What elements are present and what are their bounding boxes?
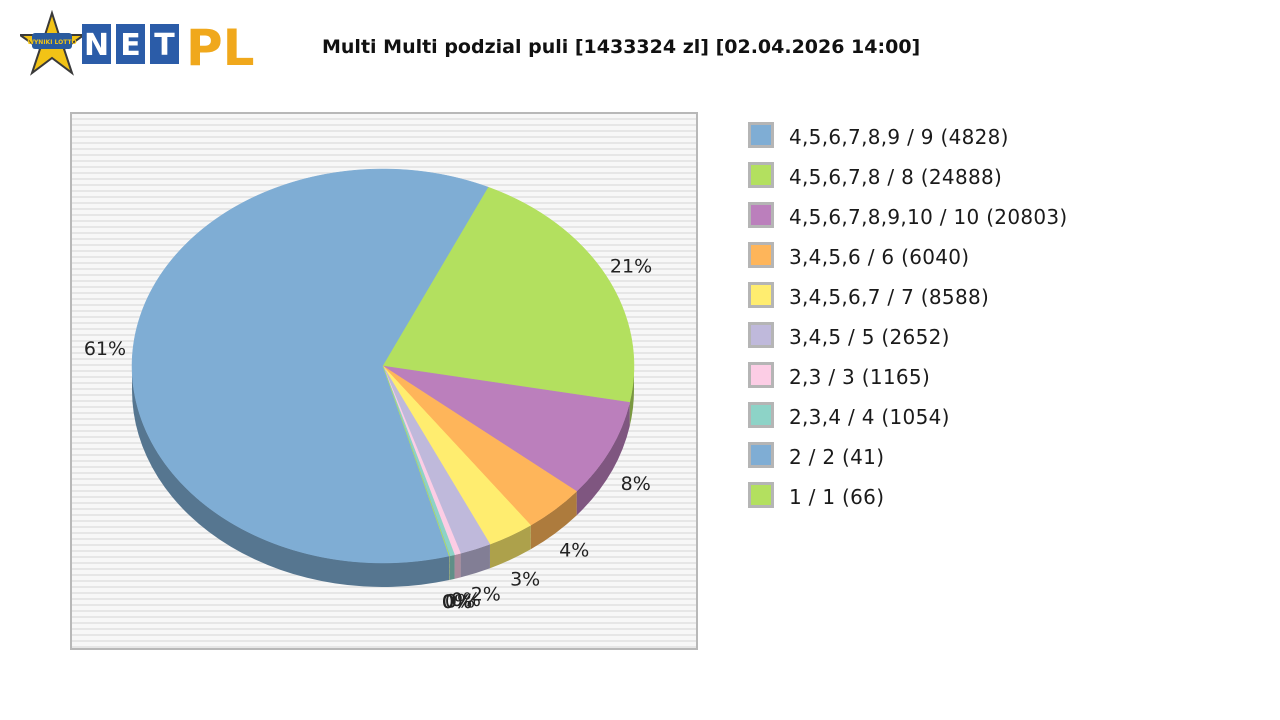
legend-label-9: 2 / 2 (41)	[789, 445, 885, 469]
logo-badge-text: WYNIKI LOTTO	[27, 39, 76, 46]
legend-swatch-9	[748, 442, 774, 468]
legend-label-7: 2,3 / 3 (1165)	[789, 365, 931, 389]
logo-suffix: PL	[186, 19, 255, 77]
legend-swatch-7	[748, 362, 774, 388]
pie-slice-side-7	[454, 553, 461, 579]
pie-slices	[131, 168, 635, 564]
pie-slice-side-4	[530, 491, 577, 550]
legend-swatch-3	[748, 202, 774, 228]
pie-slice-side-8	[449, 554, 455, 580]
legend-swatch-5	[748, 282, 774, 308]
legend-label-1: 4,5,6,7,8,9 / 9 (4828)	[789, 125, 1009, 149]
legend-label-8: 2,3,4 / 4 (1054)	[789, 405, 950, 429]
legend-label-10: 1 / 1 (66)	[789, 485, 885, 509]
pie-label-10: 0%	[442, 591, 472, 613]
pie-label-3: 8%	[621, 473, 651, 495]
pie-slice-side-1	[132, 366, 450, 588]
pie-label-7: 0%	[451, 589, 481, 611]
pie-slice-side-6	[460, 544, 490, 578]
pie-label-6: 2%	[471, 584, 501, 606]
logo-letter-e: E	[120, 28, 141, 63]
pie-slice-side-2	[629, 366, 634, 427]
legend-label-5: 3,4,5,6,7 / 7 (8588)	[789, 285, 990, 309]
legend-swatch-2	[748, 162, 774, 188]
pie-label-4: 4%	[559, 539, 589, 561]
pie-label-2: 21%	[610, 256, 652, 278]
legend-label-6: 3,4,5 / 5 (2652)	[789, 325, 950, 349]
pie-slice-10	[382, 365, 451, 557]
netpl-logo: WYNIKI LOTTO N E T PL	[20, 10, 255, 77]
logo-letter-t: T	[154, 28, 175, 63]
pie-slice-side-5	[489, 525, 531, 569]
legend-swatch-10	[748, 482, 774, 508]
legend-swatch-6	[748, 322, 774, 348]
legend-swatch-4	[748, 242, 774, 268]
chart-title: Multi Multi podzial puli [1433324 zl] [0…	[322, 36, 921, 58]
legend-label-2: 4,5,6,7,8 / 8 (24888)	[789, 165, 1003, 189]
pie-label-5: 3%	[510, 568, 540, 590]
pie-slice-side-3	[576, 402, 630, 516]
legend-label-4: 3,4,5,6 / 6 (6040)	[789, 245, 970, 269]
pie-label-9: 0%	[442, 591, 472, 613]
legend-swatch-8	[748, 402, 774, 428]
legend-label-3: 4,5,6,7,8,9,10 / 10 (20803)	[789, 205, 1068, 229]
pie-labels: 61%21%8%4%3%2%0%0%0%0%	[84, 256, 652, 613]
pie-label-1: 61%	[84, 338, 126, 360]
pie-slice-2	[382, 186, 635, 403]
legend-swatch-1	[748, 122, 774, 148]
pie-label-8: 0%	[445, 590, 475, 612]
logo-letter-n: N	[84, 28, 109, 63]
pie-slice-3	[382, 365, 630, 492]
pie-slice-1	[131, 168, 489, 564]
pie-depth	[132, 366, 634, 588]
